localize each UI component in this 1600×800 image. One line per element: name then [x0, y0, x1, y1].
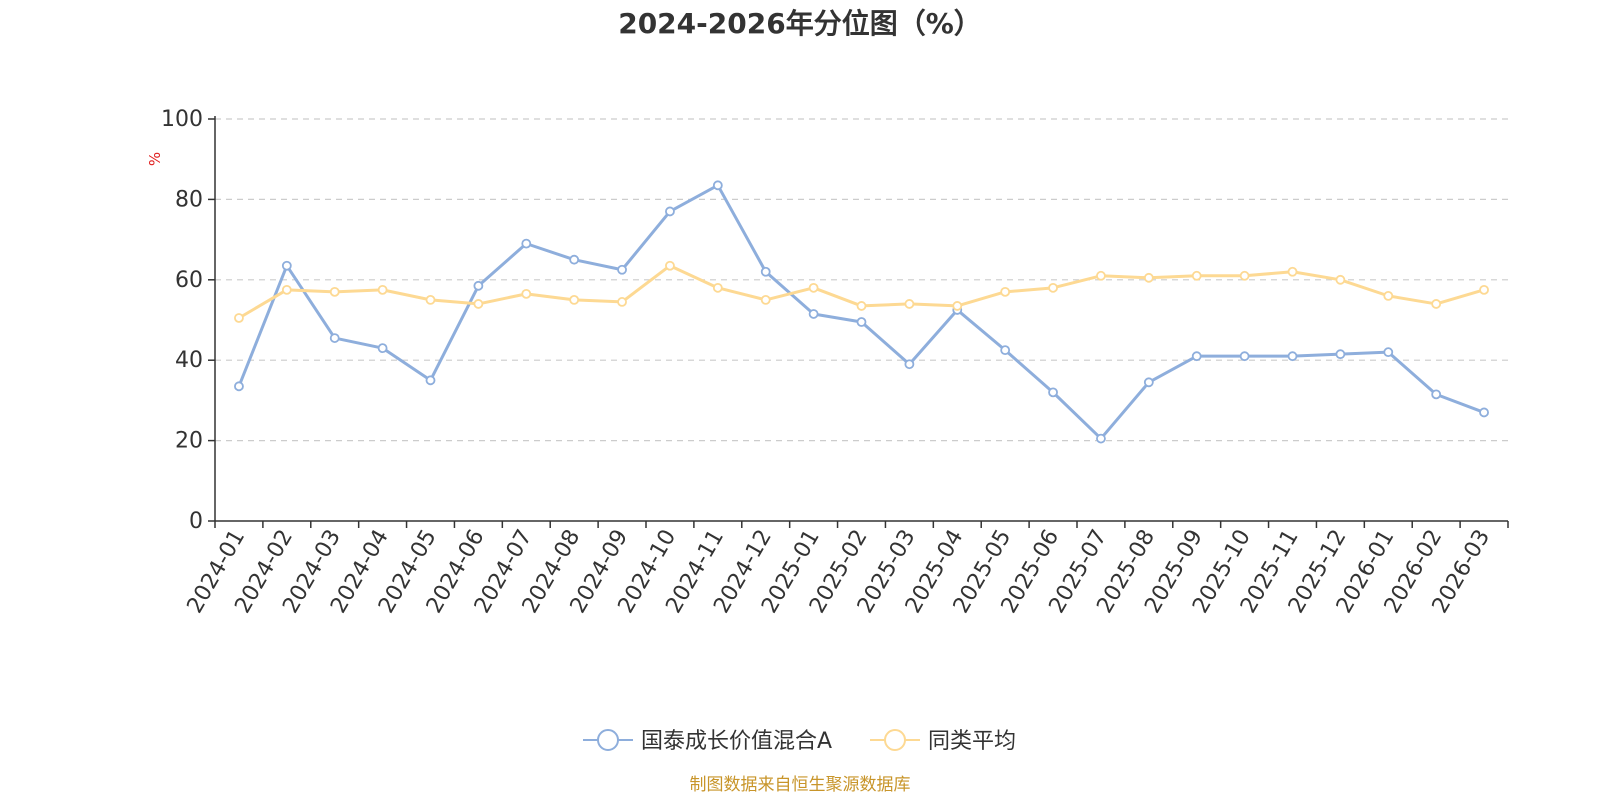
legend: 国泰成长价值混合A 同类平均 — [583, 729, 1016, 754]
series-1 — [234, 180, 1489, 444]
y-axis-label: % — [146, 152, 164, 166]
data-point — [425, 375, 436, 386]
data-point — [760, 266, 771, 277]
data-point — [1048, 282, 1058, 293]
data-point — [234, 381, 244, 392]
legend-item-2: 同类平均 — [870, 729, 1016, 754]
data-point — [281, 260, 292, 271]
data-point — [1239, 270, 1250, 281]
data-point — [665, 260, 675, 271]
data-point — [234, 313, 244, 323]
y-tick-label: 20 — [175, 429, 203, 454]
data-point — [1143, 377, 1154, 388]
y-tick-label: 0 — [189, 509, 203, 534]
data-point — [521, 288, 532, 299]
data-point — [569, 254, 580, 265]
data-point — [617, 264, 627, 275]
data-point — [1096, 433, 1106, 444]
data-point — [904, 359, 915, 370]
data-point — [952, 301, 963, 311]
data-point — [281, 284, 292, 295]
data-point — [856, 317, 867, 327]
legend-label: 同类平均 — [928, 729, 1016, 754]
data-point — [904, 299, 915, 309]
data-point — [1191, 351, 1202, 362]
data-point — [617, 297, 627, 307]
data-point — [521, 238, 532, 249]
data-point — [856, 301, 867, 311]
data-point — [808, 282, 819, 293]
data-point — [1287, 266, 1298, 277]
data-point — [1479, 284, 1489, 295]
data-point — [1335, 349, 1346, 360]
data-point — [1383, 347, 1394, 358]
data-point — [377, 284, 388, 295]
data-point — [473, 299, 484, 309]
y-tick-label: 40 — [175, 348, 203, 373]
data-point — [1191, 270, 1202, 281]
data-point — [329, 286, 340, 297]
data-point — [1479, 407, 1489, 418]
data-point — [1000, 345, 1011, 356]
data-point — [665, 206, 675, 217]
data-point — [760, 294, 771, 305]
data-point — [1383, 290, 1394, 301]
grid-lines — [215, 118, 1508, 442]
legend-item-1: 国泰成长价值混合A — [583, 729, 832, 754]
data-point — [1096, 270, 1106, 281]
legend-label: 国泰成长价值混合A — [641, 729, 832, 754]
data-point — [569, 294, 580, 305]
legend-marker-icon — [884, 729, 906, 751]
series-lines — [234, 180, 1489, 444]
chart-title: 2024-2026年分位图（%） — [618, 7, 982, 40]
source-note: 制图数据来自恒生聚源数据库 — [689, 775, 911, 795]
data-point — [1431, 389, 1442, 400]
y-tick-label: 60 — [175, 268, 203, 293]
data-point — [329, 333, 340, 343]
y-tick-label: 100 — [161, 107, 203, 132]
data-point — [425, 294, 436, 305]
data-point — [1239, 351, 1250, 362]
data-point — [1000, 286, 1011, 297]
legend-marker-icon — [597, 729, 619, 751]
data-point — [377, 343, 388, 354]
data-point — [1048, 387, 1058, 398]
series-line — [237, 183, 1485, 441]
data-point — [712, 180, 723, 191]
axes: 020406080100%2024-012024-022024-032024-0… — [146, 107, 1509, 618]
data-point — [1431, 299, 1442, 309]
data-point — [1287, 351, 1298, 362]
data-point — [712, 282, 723, 293]
data-point — [473, 280, 484, 291]
data-point — [1335, 274, 1346, 285]
data-point — [1143, 272, 1154, 283]
series-2 — [234, 260, 1489, 323]
y-tick-label: 80 — [175, 187, 203, 212]
data-point — [808, 309, 819, 319]
